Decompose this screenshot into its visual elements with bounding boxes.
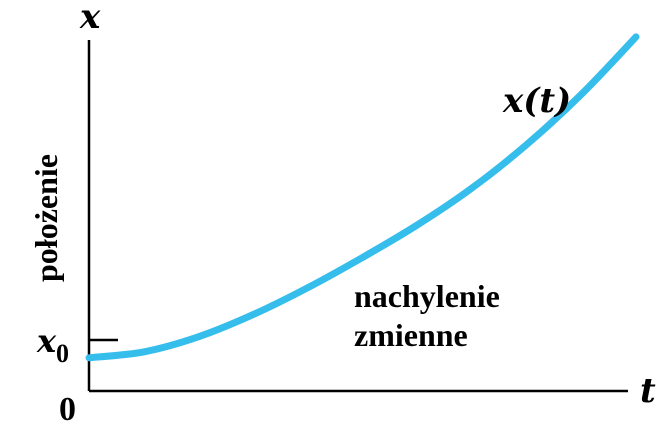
origin-label: 0 xyxy=(59,391,76,428)
series-line-x-of-t xyxy=(85,33,640,362)
y-axis-label: x xyxy=(79,0,101,37)
position-side-label: położenie xyxy=(28,154,64,282)
annotation-line-2: zmienne xyxy=(354,317,468,353)
series-label: x(t) xyxy=(502,81,571,121)
series-label-main: x xyxy=(502,81,524,121)
x-axis-label: t xyxy=(640,371,656,411)
annotation-line-1: nachylenie xyxy=(354,278,500,314)
x0-label: x xyxy=(36,322,57,360)
x0-subscript: 0 xyxy=(56,339,69,368)
series-label-arg: (t) xyxy=(523,81,571,121)
